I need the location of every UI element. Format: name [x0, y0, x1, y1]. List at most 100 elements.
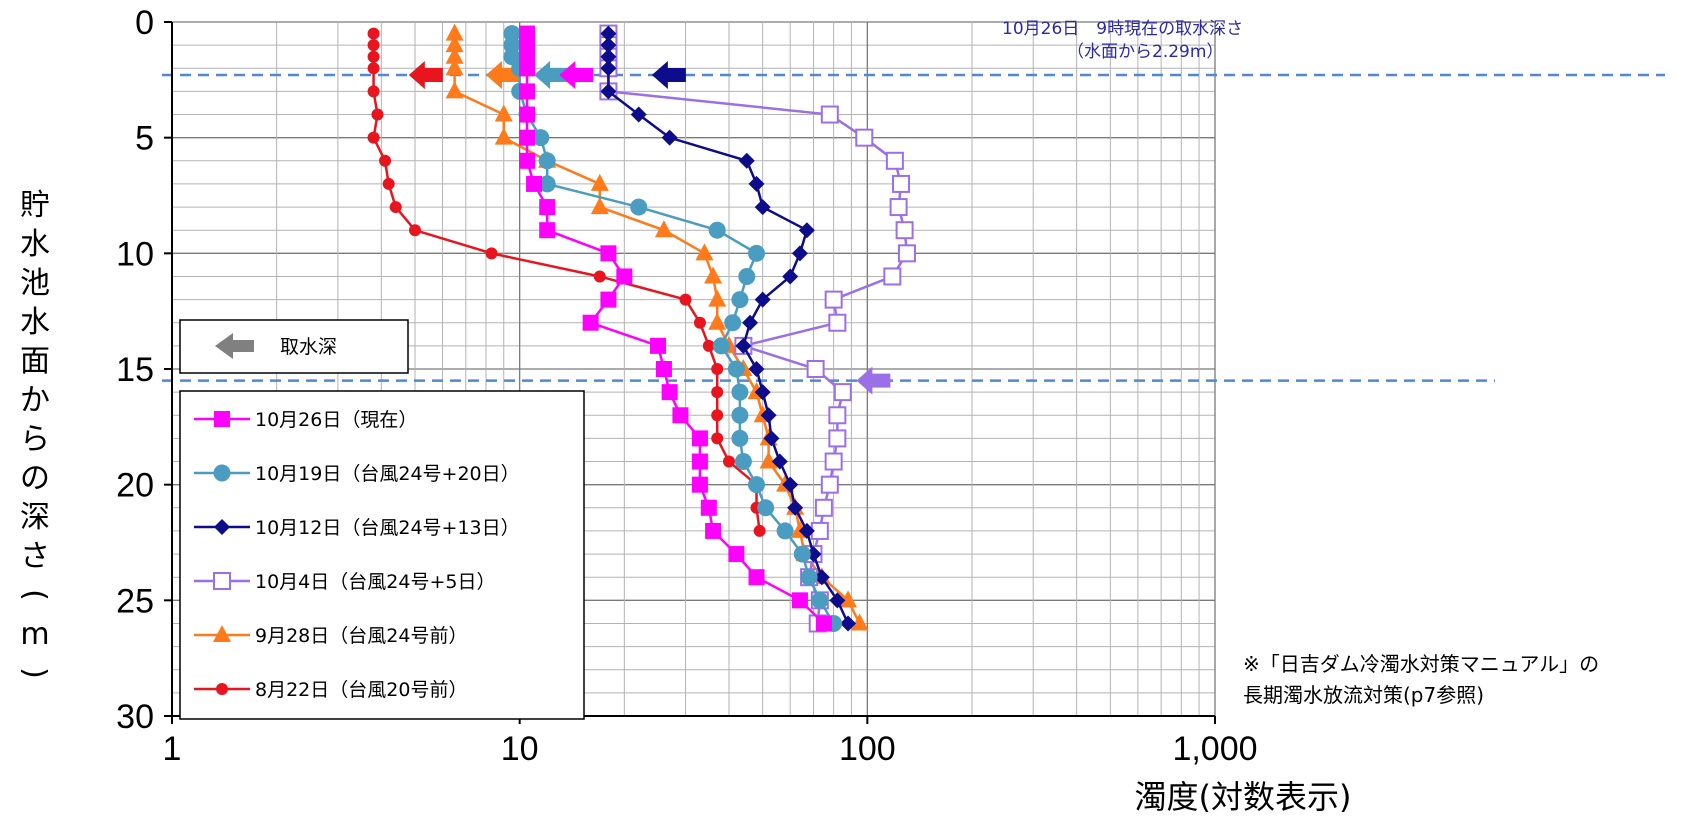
- data-point: [800, 568, 818, 586]
- legend-label: 9月28日（台風24号前）: [255, 625, 467, 647]
- data-point: [889, 198, 908, 217]
- data-point: [793, 545, 811, 563]
- data-point: [734, 453, 752, 471]
- data-point: [711, 363, 724, 375]
- y-tick-label: 15: [116, 351, 154, 389]
- data-point: [445, 23, 464, 41]
- data-point: [824, 452, 843, 471]
- data-point: [650, 337, 667, 354]
- data-point: [828, 406, 847, 425]
- data-point: [661, 129, 678, 146]
- intake-legend: 取水深: [179, 319, 409, 374]
- data-point: [379, 154, 392, 167]
- data-point: [367, 50, 380, 63]
- legend-label: 10月26日（現在）: [255, 409, 417, 431]
- data-point: [883, 267, 902, 286]
- data-point: [754, 199, 771, 216]
- data-point: [213, 572, 231, 590]
- series-line: [525, 33, 825, 625]
- data-point: [538, 152, 556, 170]
- data-point: [519, 60, 536, 77]
- data-point: [532, 129, 550, 147]
- data-point: [814, 498, 833, 517]
- data-point: [742, 314, 759, 331]
- data-point: [214, 519, 230, 535]
- data-point: [695, 243, 714, 261]
- x-tick-label: 1,000: [1172, 730, 1257, 768]
- legend-label: 10月19日（台風24号+20日）: [255, 463, 520, 485]
- data-point: [691, 453, 708, 470]
- data-point: [763, 430, 780, 447]
- data-point: [754, 291, 771, 308]
- data-point: [791, 592, 808, 609]
- data-point: [711, 432, 724, 445]
- data-point: [445, 46, 464, 64]
- data-point: [445, 58, 464, 76]
- data-point: [409, 224, 422, 237]
- legend-label: 8月22日（台風20号前）: [255, 679, 467, 701]
- y-tick-label: 5: [135, 120, 154, 158]
- data-point: [485, 247, 498, 260]
- intake-arrow-1: [534, 60, 569, 89]
- intake-arrow-5: [408, 60, 443, 89]
- x-tick-label: 1: [163, 730, 182, 768]
- data-point: [748, 361, 765, 377]
- series-2: [600, 25, 857, 632]
- y-axis-label-char: (: [17, 589, 52, 601]
- data-point: [757, 499, 775, 517]
- intake-arrow-icon: [215, 333, 254, 359]
- data-point: [708, 221, 726, 239]
- data-point: [813, 569, 830, 586]
- series-line: [607, 33, 909, 624]
- data-point: [829, 592, 846, 609]
- data-point: [798, 522, 815, 539]
- data-point: [600, 25, 617, 42]
- y-axis-label-char: 面: [20, 344, 50, 379]
- series-line: [453, 33, 861, 625]
- data-point: [705, 522, 722, 539]
- x-tick-label: 10: [501, 730, 539, 768]
- data-point: [748, 569, 765, 586]
- data-point: [738, 267, 756, 285]
- data-point: [600, 48, 617, 65]
- y-axis-label-char: 池: [20, 266, 50, 301]
- data-point: [806, 360, 825, 378]
- data-point: [708, 312, 727, 330]
- data-point: [738, 152, 755, 169]
- data-point: [712, 337, 730, 355]
- data-point: [600, 245, 617, 262]
- data-point: [367, 62, 380, 75]
- series-layer: [367, 23, 916, 633]
- data-point: [731, 429, 749, 447]
- data-point: [526, 175, 543, 192]
- data-point: [828, 313, 847, 332]
- data-point: [600, 37, 617, 54]
- data-point: [885, 151, 904, 170]
- data-point: [892, 174, 911, 193]
- data-point: [759, 451, 778, 469]
- x-tick-label: 100: [839, 730, 896, 768]
- data-point: [782, 268, 799, 285]
- data-point: [748, 244, 766, 262]
- y-axis-label-char: ら: [20, 422, 50, 457]
- y-axis-label-char: 水: [20, 305, 50, 340]
- data-point: [600, 83, 617, 100]
- intake-annotation-line2: （水面から2.29m）: [1067, 42, 1223, 62]
- data-point: [216, 683, 228, 695]
- intake-arrow-0: [559, 60, 594, 89]
- data-point: [371, 108, 384, 121]
- data-point: [824, 290, 843, 309]
- data-point: [791, 245, 808, 262]
- data-point: [700, 499, 717, 516]
- data-point: [782, 476, 799, 493]
- data-point: [679, 293, 692, 306]
- data-point: [672, 407, 689, 424]
- intake-annotation-line1: 10月26日 9時現在の取水深さ: [1002, 19, 1243, 39]
- data-point: [828, 429, 847, 448]
- data-point: [538, 175, 556, 193]
- data-point: [735, 337, 752, 354]
- data-point: [731, 291, 749, 309]
- data-point: [855, 128, 874, 147]
- data-point: [820, 475, 839, 494]
